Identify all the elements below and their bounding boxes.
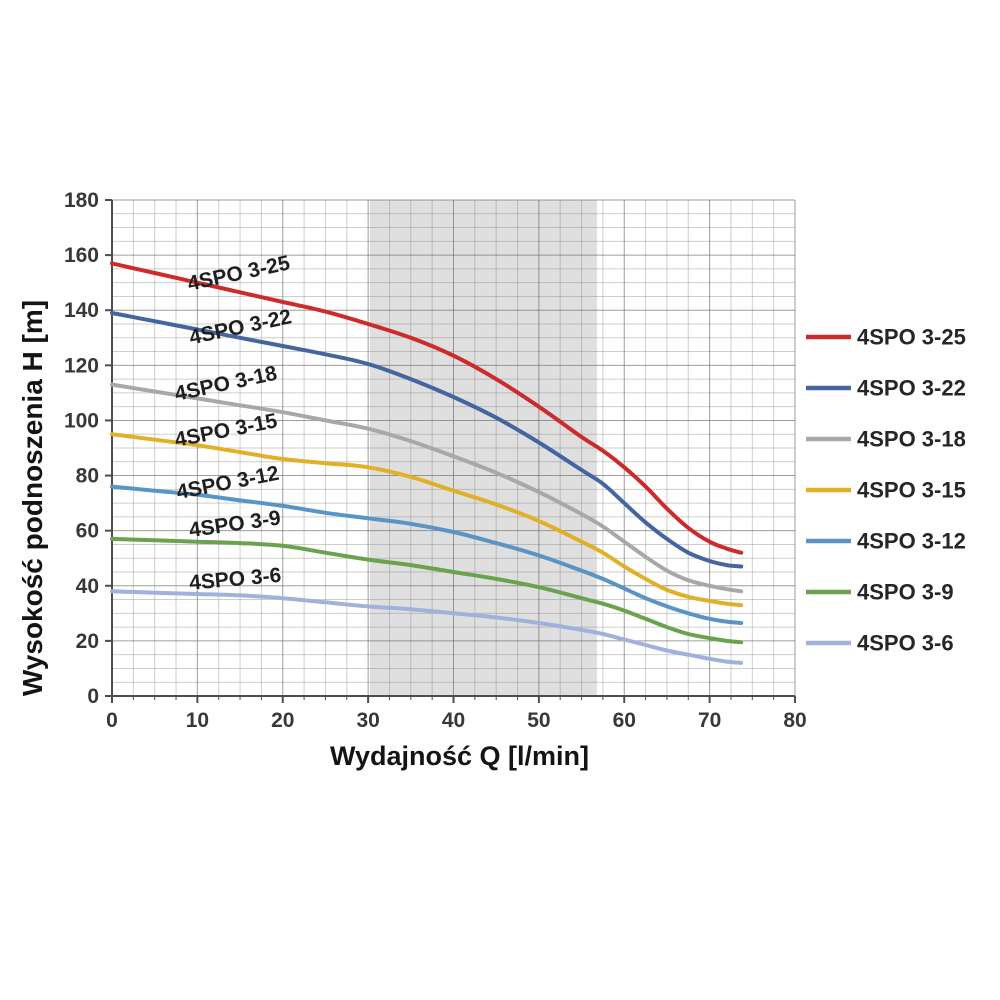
- legend-item-4spo-3-25: 4SPO 3-25: [806, 325, 966, 350]
- legend-item-4spo-3-18: 4SPO 3-18: [806, 427, 966, 452]
- series-curve-4spo-3-6: [110, 589, 744, 665]
- y-tick-label: 40: [76, 575, 99, 598]
- legend-item-4spo-3-9: 4SPO 3-9: [806, 580, 954, 605]
- recommended-range-band: [369, 200, 597, 696]
- y-tick-label: 0: [87, 685, 99, 708]
- x-tick-label: 0: [106, 709, 118, 732]
- series-curve-4spo-3-25: [110, 261, 744, 555]
- legend-label: 4SPO 3-15: [857, 478, 966, 503]
- y-tick-label: 60: [76, 520, 99, 543]
- legend-item-4spo-3-6: 4SPO 3-6: [806, 631, 954, 656]
- y-tick-label: 140: [64, 299, 99, 322]
- x-tick-label: 50: [527, 709, 550, 732]
- legend-label: 4SPO 3-22: [857, 376, 966, 401]
- y-tick-label: 160: [64, 244, 99, 267]
- x-tick-label: 10: [186, 709, 209, 732]
- series-curve-4spo-3-15: [110, 432, 744, 608]
- curve-label-4spo-3-18: 4SPO 3-18: [173, 362, 280, 406]
- legend-item-4spo-3-12: 4SPO 3-12: [806, 529, 966, 554]
- x-tick-label: 60: [613, 709, 636, 732]
- legend: 4SPO 3-25 4SPO 3-22 4SPO 3-18 4SPO 3-15 4SPO…: [806, 325, 966, 656]
- x-tick-label: 80: [783, 709, 806, 732]
- x-tick-label: 70: [698, 709, 721, 732]
- curve-label-4spo-3-15: 4SPO 3-15: [173, 409, 280, 451]
- y-tick-label: 180: [64, 189, 99, 212]
- x-tick-label: 40: [442, 709, 465, 732]
- y-axis-title: Wysokość podnoszenia H [m]: [17, 300, 48, 696]
- legend-label: 4SPO 3-12: [857, 529, 966, 554]
- legend-label: 4SPO 3-6: [857, 631, 954, 656]
- y-tick-label: 120: [64, 354, 99, 377]
- curve-label-4spo-3-25: 4SPO 3-25: [186, 251, 293, 295]
- curve-label-4spo-3-6: 4SPO 3-6: [188, 564, 282, 595]
- legend-label: 4SPO 3-25: [857, 325, 966, 350]
- series-curve-4spo-3-18: [110, 382, 744, 594]
- series-curve-4spo-3-9: [110, 536, 744, 645]
- x-tick-label: 30: [356, 709, 379, 732]
- legend-label: 4SPO 3-9: [857, 580, 954, 605]
- legend-label: 4SPO 3-18: [857, 427, 966, 452]
- series-curve-4spo-3-22: [110, 311, 744, 569]
- x-tick-label: 20: [271, 709, 294, 732]
- curve-label-4spo-3-9: 4SPO 3-9: [188, 506, 283, 542]
- y-tick-label: 20: [76, 630, 99, 653]
- y-tick-label: 100: [64, 409, 99, 432]
- series-curve-4spo-3-12: [110, 484, 744, 625]
- x-axis-title: Wydajność Q [l/min]: [330, 741, 589, 771]
- legend-item-4spo-3-22: 4SPO 3-22: [806, 376, 966, 401]
- legend-item-4spo-3-15: 4SPO 3-15: [806, 478, 966, 503]
- y-tick-label: 80: [76, 465, 99, 488]
